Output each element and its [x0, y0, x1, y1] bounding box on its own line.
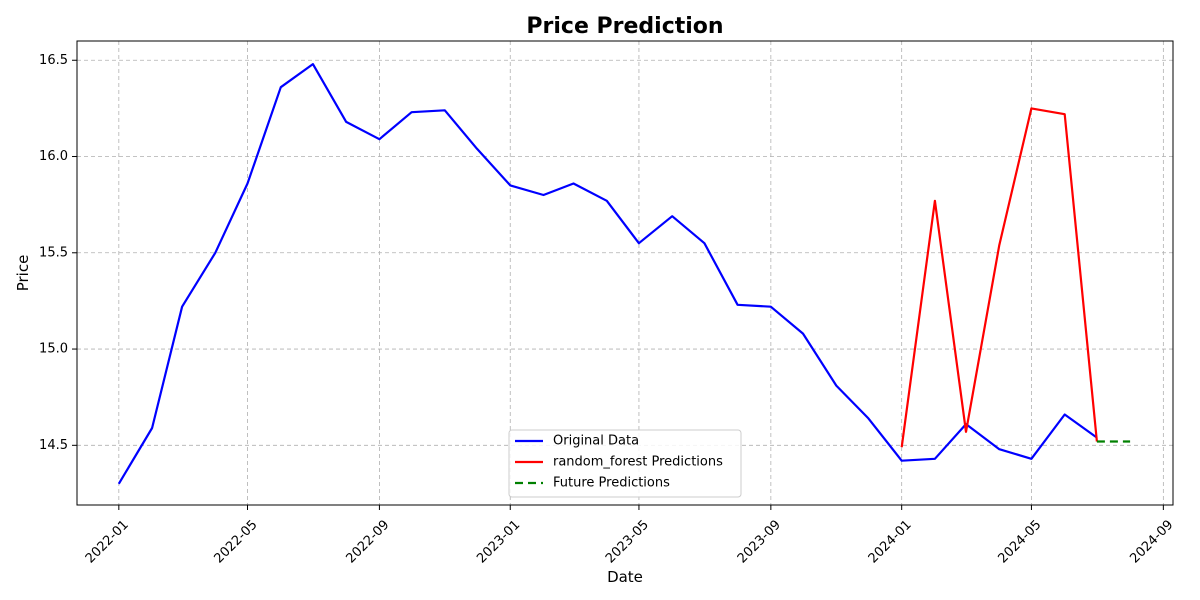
legend-label: Future Predictions — [553, 476, 670, 491]
y-tick-label: 14.5 — [39, 438, 68, 453]
y-tick-label: 15.5 — [39, 245, 68, 260]
series-lines — [117, 62, 1131, 485]
y-tick-label: 15.0 — [39, 342, 68, 357]
series-line — [117, 62, 1098, 485]
chart-title: Price Prediction — [526, 14, 723, 39]
legend: Original Data random_forest Predictions Fu… — [508, 429, 742, 498]
x-axis-title: Date — [607, 568, 643, 586]
y-tick-label: 16.0 — [39, 149, 68, 164]
series-line — [900, 107, 1098, 448]
grid-lines — [77, 41, 1173, 505]
legend-box — [508, 429, 742, 498]
y-tick-label: 16.5 — [39, 53, 68, 68]
plot-frame — [76, 40, 1174, 506]
legend-label: random_forest Predictions — [553, 455, 723, 470]
legend-label: Original Data — [553, 434, 639, 449]
y-axis-title: Price — [14, 255, 32, 292]
